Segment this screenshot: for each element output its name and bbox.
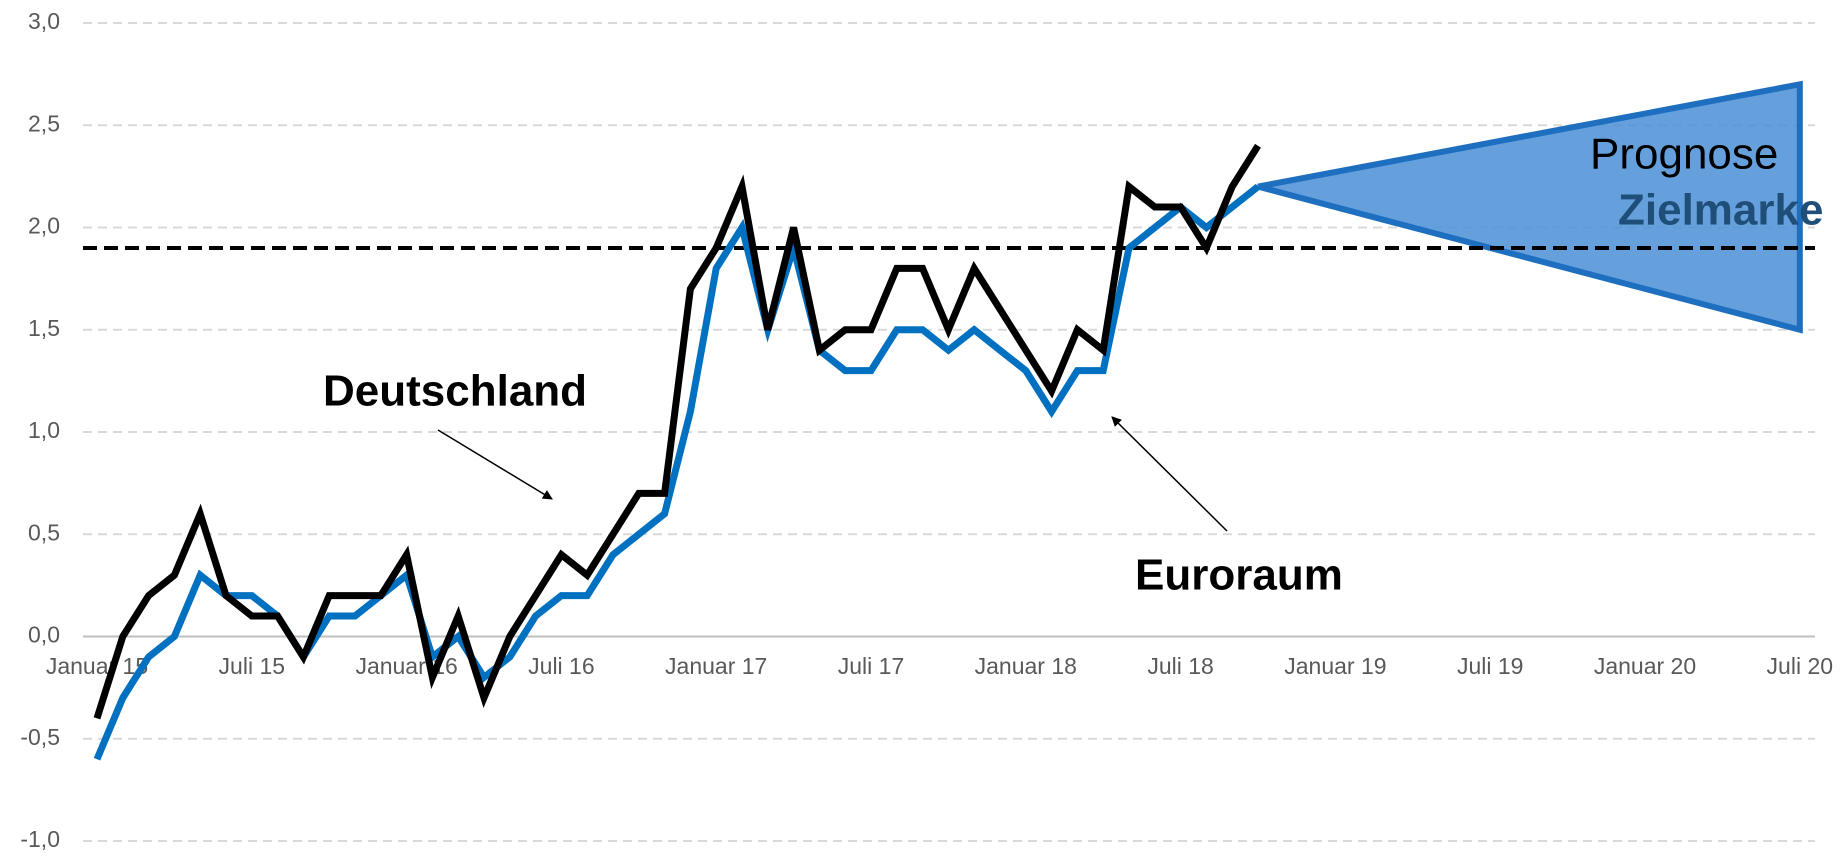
annotation: Zielmarke	[1618, 186, 1823, 235]
x-tick-label: Januar 19	[1284, 653, 1386, 679]
x-tick-label: Januar 17	[665, 653, 767, 679]
annotation: Euroraum	[1135, 551, 1343, 600]
x-tick-label: Juli 16	[528, 653, 594, 679]
y-tick-label: 1,0	[28, 417, 60, 443]
x-tick-label: Juli 17	[838, 653, 904, 679]
x-tick-label: Januar 15	[46, 653, 148, 679]
y-tick-label: 1,5	[28, 315, 60, 341]
x-tick-label: Juli 18	[1147, 653, 1213, 679]
arrow	[1111, 416, 1228, 532]
y-tick-label: 0,5	[28, 519, 60, 545]
arrow	[437, 429, 553, 500]
annotation: Prognose	[1590, 130, 1778, 179]
y-tick-label: 2,5	[28, 110, 60, 136]
annotation: Deutschland	[323, 367, 587, 416]
x-tick-label: Juli 19	[1457, 653, 1523, 679]
y-tick-label: -1,0	[20, 826, 60, 852]
forecast-band	[1257, 80, 1803, 334]
y-tick-label: -0,5	[20, 724, 60, 750]
x-tick-label: Januar 20	[1594, 653, 1696, 679]
x-tick-label: Juli 15	[219, 653, 285, 679]
x-tick-label: Juli 20	[1767, 653, 1833, 679]
series-line	[93, 143, 1261, 720]
y-tick-label: 3,0	[28, 8, 60, 34]
y-tick-label: 2,0	[28, 213, 60, 239]
x-tick-label: Januar 18	[975, 653, 1077, 679]
y-tick-label: 0,0	[28, 622, 60, 648]
